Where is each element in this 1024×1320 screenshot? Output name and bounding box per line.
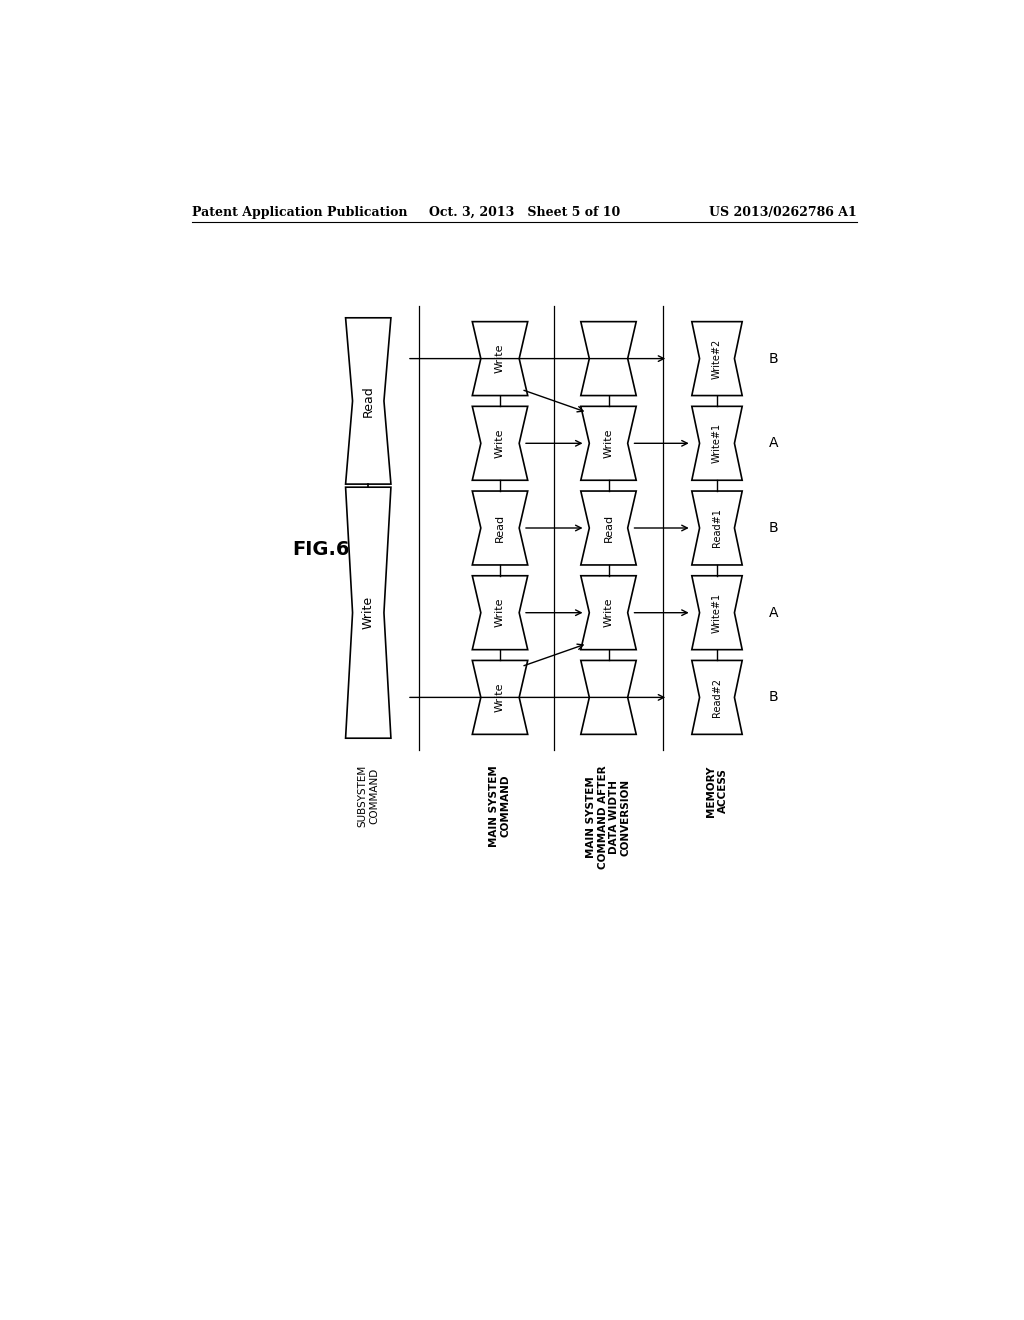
Text: A: A [769,606,778,619]
Text: Read: Read [361,385,375,417]
Text: FIG.6: FIG.6 [292,540,350,558]
Text: B: B [769,521,778,535]
Text: B: B [769,351,778,366]
Text: Patent Application Publication: Patent Application Publication [193,206,408,219]
Text: Read#2: Read#2 [712,678,722,717]
Text: Write#2: Write#2 [712,338,722,379]
Text: SUBSYSTEM
COMMAND: SUBSYSTEM COMMAND [357,766,379,828]
Text: MAIN SYSTEM
COMMAND: MAIN SYSTEM COMMAND [489,766,511,847]
Text: Oct. 3, 2013   Sheet 5 of 10: Oct. 3, 2013 Sheet 5 of 10 [429,206,621,219]
Text: Write: Write [495,343,505,374]
Text: Write: Write [603,598,613,627]
Text: A: A [769,437,778,450]
Text: Read: Read [603,513,613,543]
Text: Write#1: Write#1 [712,593,722,632]
Text: Write#1: Write#1 [712,424,722,463]
Text: Read: Read [495,513,505,543]
Text: MEMORY
ACCESS: MEMORY ACCESS [707,766,728,817]
Text: MAIN SYSTEM
COMMAND AFTER
DATA WIDTH
CONVERSION: MAIN SYSTEM COMMAND AFTER DATA WIDTH CON… [586,766,631,869]
Text: Write: Write [495,429,505,458]
Text: Write: Write [495,682,505,713]
Text: Read#1: Read#1 [712,508,722,548]
Text: Write: Write [603,429,613,458]
Text: B: B [769,690,778,705]
Text: Write: Write [495,598,505,627]
Text: US 2013/0262786 A1: US 2013/0262786 A1 [709,206,856,219]
Text: Write: Write [361,597,375,630]
